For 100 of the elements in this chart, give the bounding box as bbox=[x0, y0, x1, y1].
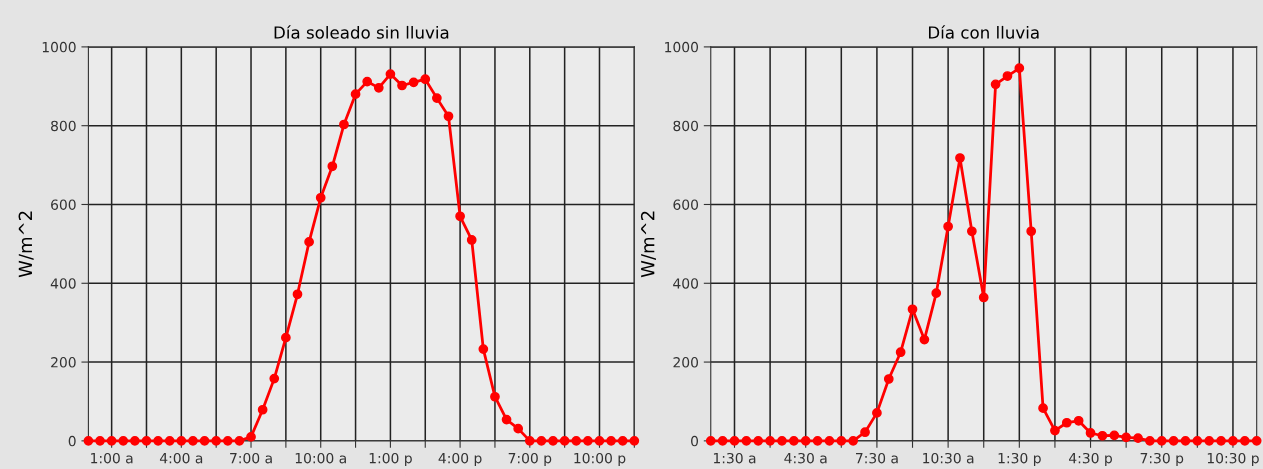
point bbox=[1050, 425, 1060, 436]
point bbox=[717, 435, 728, 446]
y-tick-label: 0 bbox=[68, 435, 76, 447]
point bbox=[990, 79, 1001, 90]
x-tick-label: 10:30 p bbox=[1207, 452, 1259, 467]
point bbox=[1121, 432, 1132, 443]
point bbox=[1145, 435, 1155, 446]
x-tick-label: 1:00 p bbox=[369, 452, 412, 467]
y-tick-label: 600 bbox=[51, 199, 76, 210]
point bbox=[741, 435, 752, 446]
point bbox=[211, 435, 222, 446]
point bbox=[1014, 63, 1025, 74]
point bbox=[978, 292, 989, 303]
point bbox=[315, 192, 326, 203]
point bbox=[408, 77, 419, 88]
point bbox=[188, 435, 198, 446]
point bbox=[1109, 430, 1120, 441]
x-tick-label: 1:30 a bbox=[713, 452, 756, 464]
x-tick-label: 1:30 p bbox=[998, 452, 1041, 467]
y-tick-label: 1000 bbox=[42, 41, 76, 53]
point bbox=[501, 414, 512, 425]
point bbox=[455, 211, 465, 222]
point bbox=[606, 435, 616, 446]
x-tick-label: 10:00 a bbox=[295, 452, 346, 464]
point bbox=[1251, 435, 1262, 446]
point bbox=[836, 435, 847, 446]
point bbox=[1038, 403, 1048, 414]
point bbox=[373, 83, 384, 93]
point bbox=[397, 80, 407, 91]
point bbox=[1026, 226, 1037, 237]
point bbox=[141, 435, 152, 446]
x-tick-label: 10:30 a bbox=[923, 452, 974, 464]
point bbox=[257, 404, 268, 415]
point bbox=[327, 161, 338, 172]
point bbox=[362, 76, 373, 87]
point bbox=[164, 435, 175, 446]
point bbox=[1192, 435, 1203, 446]
point bbox=[176, 435, 187, 446]
point bbox=[548, 435, 558, 446]
point bbox=[1204, 435, 1215, 446]
point bbox=[919, 334, 930, 345]
x-tick-label: 4:30 p bbox=[1069, 452, 1112, 467]
point bbox=[966, 226, 977, 237]
point bbox=[1180, 435, 1191, 446]
point bbox=[1085, 428, 1096, 438]
y-tick-label: 800 bbox=[673, 120, 699, 132]
point bbox=[153, 435, 163, 446]
point bbox=[443, 111, 454, 122]
point bbox=[234, 435, 245, 446]
point bbox=[571, 435, 582, 446]
point bbox=[594, 435, 605, 446]
point bbox=[292, 289, 303, 300]
point bbox=[130, 435, 140, 446]
y-tick-label: 1000 bbox=[665, 41, 699, 53]
point bbox=[199, 435, 210, 446]
point bbox=[281, 332, 291, 343]
point bbox=[524, 435, 535, 446]
point bbox=[385, 69, 396, 79]
y-tick-label: 200 bbox=[673, 357, 699, 368]
point bbox=[536, 435, 547, 446]
point bbox=[955, 153, 965, 163]
point bbox=[478, 344, 489, 354]
point bbox=[1216, 435, 1226, 446]
point bbox=[883, 374, 894, 384]
point bbox=[753, 435, 764, 446]
point bbox=[490, 391, 500, 402]
point bbox=[788, 435, 799, 446]
point bbox=[1239, 435, 1250, 446]
point bbox=[1156, 435, 1167, 446]
point bbox=[95, 435, 105, 446]
point bbox=[812, 435, 823, 446]
point bbox=[907, 304, 918, 315]
x-tick-label: 4:30 a bbox=[784, 452, 827, 464]
y-tick-label: 400 bbox=[50, 278, 76, 289]
point bbox=[895, 347, 906, 358]
point bbox=[350, 89, 361, 100]
point bbox=[729, 435, 740, 446]
point bbox=[800, 435, 811, 446]
x-tick-label: 4:00 a bbox=[159, 452, 203, 464]
point bbox=[1002, 71, 1013, 81]
point bbox=[931, 288, 942, 298]
point bbox=[824, 435, 835, 446]
y-axis-title: W/m^2 bbox=[18, 211, 34, 278]
point bbox=[513, 423, 524, 434]
point bbox=[339, 119, 349, 130]
y-tick-label: 200 bbox=[51, 357, 76, 368]
point bbox=[304, 237, 314, 247]
y-tick-label: 800 bbox=[51, 120, 76, 132]
y-tick-label: 400 bbox=[673, 278, 699, 289]
point bbox=[617, 435, 628, 446]
point bbox=[466, 235, 477, 245]
point bbox=[432, 93, 442, 103]
point bbox=[1133, 433, 1143, 443]
point bbox=[118, 435, 129, 446]
y-axis-title: W/m^2 bbox=[640, 211, 656, 278]
point bbox=[1097, 430, 1108, 441]
point bbox=[269, 373, 280, 384]
x-tick-label: 4:00 p bbox=[438, 452, 482, 467]
point bbox=[872, 408, 882, 418]
y-tick-label: 600 bbox=[673, 199, 699, 210]
